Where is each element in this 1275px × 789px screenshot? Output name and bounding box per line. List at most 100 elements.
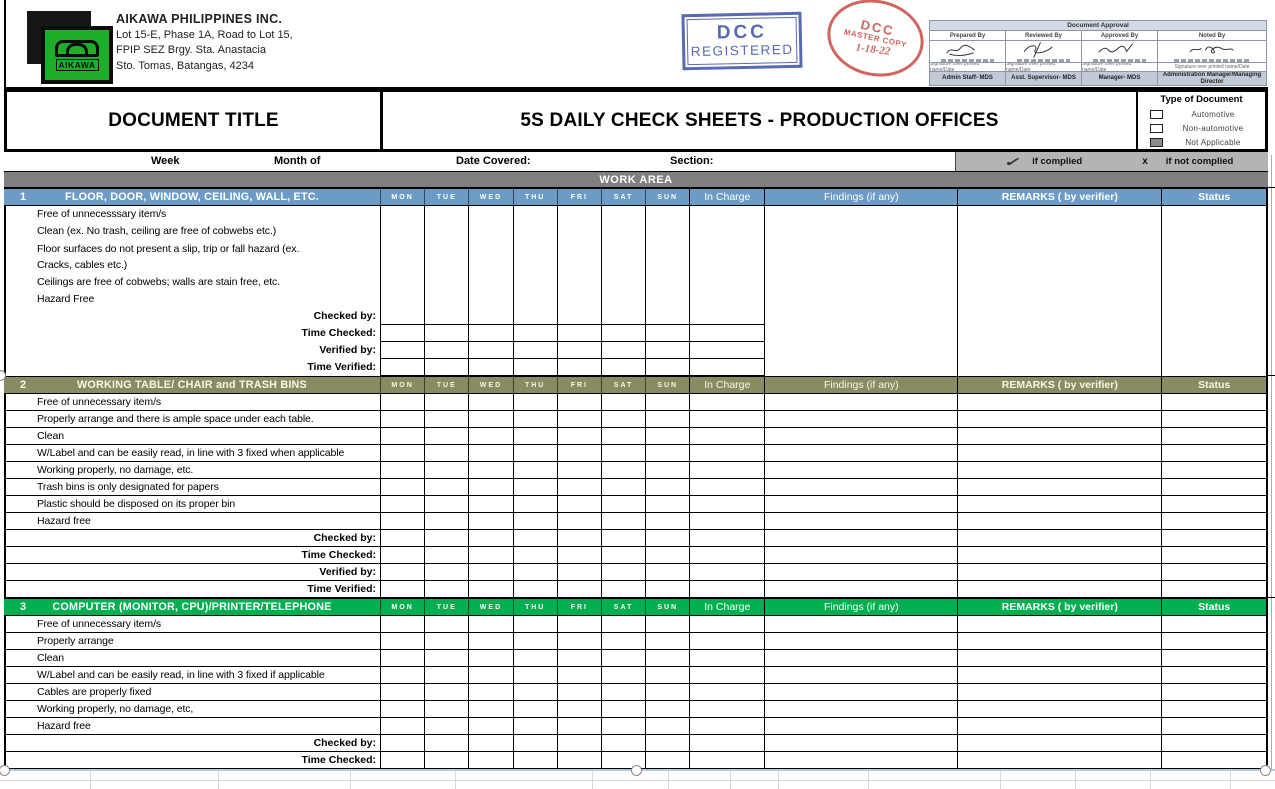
day-entry-cell[interactable] bbox=[380, 496, 425, 513]
findings-cell[interactable] bbox=[764, 718, 958, 735]
day-entry-cell[interactable] bbox=[600, 564, 646, 581]
day-entry-cell[interactable] bbox=[600, 462, 646, 479]
day-entry-cell[interactable] bbox=[600, 325, 646, 342]
day-entry-cell[interactable] bbox=[600, 633, 646, 650]
day-entry-cell[interactable] bbox=[600, 359, 646, 376]
remarks-cell[interactable] bbox=[957, 206, 1161, 223]
day-entry-cell[interactable] bbox=[645, 428, 690, 445]
remarks-cell[interactable] bbox=[957, 564, 1162, 581]
day-entry-cell[interactable] bbox=[512, 274, 557, 291]
remarks-cell[interactable] bbox=[957, 462, 1162, 479]
findings-cell[interactable] bbox=[764, 581, 958, 598]
day-entry-cell[interactable] bbox=[424, 547, 469, 564]
day-entry-cell[interactable] bbox=[512, 325, 557, 342]
day-entry-cell[interactable] bbox=[512, 667, 557, 684]
status-cell[interactable] bbox=[1161, 308, 1268, 325]
remarks-cell[interactable] bbox=[957, 616, 1162, 633]
in-charge-cell[interactable] bbox=[689, 342, 765, 359]
day-entry-cell[interactable] bbox=[468, 718, 513, 735]
findings-cell[interactable] bbox=[764, 735, 958, 752]
in-charge-cell[interactable] bbox=[689, 650, 765, 667]
day-entry-cell[interactable] bbox=[424, 479, 469, 496]
day-entry-cell[interactable] bbox=[556, 633, 601, 650]
day-entry-cell[interactable] bbox=[556, 291, 601, 308]
day-entry-cell[interactable] bbox=[645, 718, 690, 735]
status-cell[interactable] bbox=[1161, 479, 1268, 496]
day-entry-cell[interactable] bbox=[556, 342, 601, 359]
selection-handle-bottom-right[interactable] bbox=[1260, 765, 1271, 776]
day-entry-cell[interactable] bbox=[512, 223, 557, 240]
day-entry-cell[interactable] bbox=[468, 308, 513, 325]
day-entry-cell[interactable] bbox=[512, 479, 557, 496]
remarks-cell[interactable] bbox=[957, 735, 1162, 752]
day-entry-cell[interactable] bbox=[512, 496, 557, 513]
day-entry-cell[interactable] bbox=[645, 274, 689, 291]
day-entry-cell[interactable] bbox=[380, 581, 425, 598]
remarks-cell[interactable] bbox=[957, 513, 1162, 530]
day-entry-cell[interactable] bbox=[600, 547, 646, 564]
remarks-cell[interactable] bbox=[957, 530, 1162, 547]
day-entry-cell[interactable] bbox=[380, 274, 424, 291]
day-entry-cell[interactable] bbox=[468, 428, 513, 445]
day-entry-cell[interactable] bbox=[424, 581, 469, 598]
findings-cell[interactable] bbox=[764, 616, 958, 633]
remarks-cell[interactable] bbox=[957, 667, 1162, 684]
in-charge-cell[interactable] bbox=[689, 633, 765, 650]
findings-cell[interactable] bbox=[764, 342, 957, 359]
day-entry-cell[interactable] bbox=[645, 650, 690, 667]
status-cell[interactable] bbox=[1161, 633, 1268, 650]
day-entry-cell[interactable] bbox=[468, 684, 513, 701]
day-entry-cell[interactable] bbox=[645, 513, 690, 530]
in-charge-cell[interactable] bbox=[689, 667, 765, 684]
status-cell[interactable] bbox=[1161, 325, 1268, 342]
findings-cell[interactable] bbox=[764, 547, 958, 564]
day-entry-cell[interactable] bbox=[468, 650, 513, 667]
day-entry-cell[interactable] bbox=[468, 223, 512, 240]
findings-cell[interactable] bbox=[764, 308, 957, 325]
day-entry-cell[interactable] bbox=[424, 240, 468, 274]
day-entry-cell[interactable] bbox=[556, 445, 601, 462]
day-entry-cell[interactable] bbox=[424, 462, 469, 479]
day-entry-cell[interactable] bbox=[380, 206, 424, 223]
day-entry-cell[interactable] bbox=[424, 735, 469, 752]
in-charge-cell[interactable] bbox=[689, 718, 765, 735]
day-entry-cell[interactable] bbox=[645, 496, 690, 513]
day-entry-cell[interactable] bbox=[556, 223, 601, 240]
in-charge-cell[interactable] bbox=[689, 735, 765, 752]
day-entry-cell[interactable] bbox=[556, 530, 601, 547]
day-entry-cell[interactable] bbox=[424, 325, 469, 342]
remarks-cell[interactable] bbox=[957, 752, 1162, 769]
day-entry-cell[interactable] bbox=[380, 735, 425, 752]
day-entry-cell[interactable] bbox=[468, 291, 512, 308]
in-charge-cell[interactable] bbox=[689, 496, 765, 513]
day-entry-cell[interactable] bbox=[512, 650, 557, 667]
findings-cell[interactable] bbox=[764, 479, 958, 496]
findings-cell[interactable] bbox=[764, 684, 958, 701]
day-entry-cell[interactable] bbox=[380, 342, 425, 359]
day-entry-cell[interactable] bbox=[468, 274, 512, 291]
day-entry-cell[interactable] bbox=[380, 479, 425, 496]
day-entry-cell[interactable] bbox=[512, 308, 557, 325]
day-entry-cell[interactable] bbox=[645, 633, 690, 650]
day-entry-cell[interactable] bbox=[424, 684, 469, 701]
status-cell[interactable] bbox=[1161, 274, 1268, 291]
findings-cell[interactable] bbox=[764, 633, 958, 650]
findings-cell[interactable] bbox=[764, 445, 958, 462]
day-entry-cell[interactable] bbox=[424, 496, 469, 513]
day-entry-cell[interactable] bbox=[600, 752, 646, 769]
day-entry-cell[interactable] bbox=[645, 530, 690, 547]
day-entry-cell[interactable] bbox=[424, 411, 469, 428]
remarks-cell[interactable] bbox=[957, 445, 1162, 462]
day-entry-cell[interactable] bbox=[645, 291, 689, 308]
day-entry-cell[interactable] bbox=[556, 206, 601, 223]
in-charge-cell[interactable] bbox=[689, 223, 764, 240]
day-entry-cell[interactable] bbox=[645, 342, 690, 359]
day-entry-cell[interactable] bbox=[380, 291, 424, 308]
day-entry-cell[interactable] bbox=[424, 308, 469, 325]
type-checkbox[interactable] bbox=[1150, 123, 1163, 133]
type-checkbox[interactable] bbox=[1150, 109, 1163, 119]
day-entry-cell[interactable] bbox=[645, 667, 690, 684]
day-entry-cell[interactable] bbox=[424, 342, 469, 359]
day-entry-cell[interactable] bbox=[600, 479, 646, 496]
day-entry-cell[interactable] bbox=[512, 547, 557, 564]
